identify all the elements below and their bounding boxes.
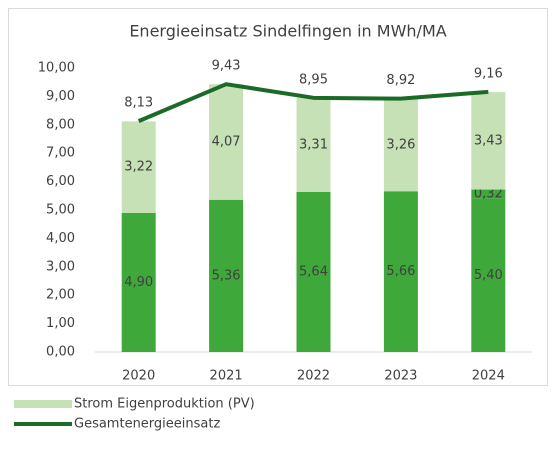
line — [137, 82, 489, 123]
legend-label: Strom Eigenproduktion (PV) — [74, 397, 255, 412]
bar-segment — [471, 189, 506, 199]
y-tick-label: 1,00 — [46, 316, 75, 331]
data-label: 3,22 — [124, 160, 153, 175]
data-label: 8,13 — [124, 96, 153, 111]
data-label: 8,92 — [386, 73, 415, 88]
y-tick-label: 0,00 — [46, 345, 75, 360]
legend-label: Gesamtenergieeinsatz — [74, 417, 220, 432]
chart-title: Energieeinsatz Sindelfingen in MWh/MA — [129, 22, 446, 41]
bar-segment — [121, 212, 156, 352]
data-label: 5,36 — [212, 268, 241, 283]
y-tick-label: 7,00 — [46, 146, 75, 161]
y-tick-label: 8,00 — [46, 117, 75, 132]
bar-segment — [209, 199, 244, 352]
y-tick-label: 2,00 — [46, 288, 75, 303]
bar-segment — [209, 84, 244, 200]
data-label: 9,43 — [212, 59, 241, 74]
bar-segment — [383, 191, 418, 352]
data-label: 3,43 — [474, 133, 503, 148]
data-label: 8,95 — [299, 72, 328, 87]
data-label: 5,64 — [299, 264, 328, 279]
data-label: 4,07 — [212, 134, 241, 149]
y-tick-label: 4,00 — [46, 231, 75, 246]
data-label: 0,32 — [474, 187, 503, 202]
y-tick-label: 9,00 — [46, 89, 75, 104]
x-tick-label: 2021 — [210, 369, 243, 384]
bar-segment — [296, 191, 331, 352]
data-label: 4,90 — [124, 275, 153, 290]
bar-segment — [471, 92, 506, 190]
data-label: 5,40 — [474, 268, 503, 283]
y-tick-label: 6,00 — [46, 174, 75, 189]
bar-segment — [471, 198, 506, 352]
legend-key — [14, 400, 72, 408]
bar-segment — [296, 97, 331, 192]
y-tick-label: 3,00 — [46, 259, 75, 274]
data-label: 3,31 — [299, 137, 328, 152]
data-label: 9,16 — [474, 66, 503, 81]
bar-segment — [121, 121, 156, 213]
x-tick-label: 2024 — [472, 369, 505, 384]
data-label: 5,66 — [386, 264, 415, 279]
bar-segment — [383, 98, 418, 192]
chart-frame — [8, 8, 548, 386]
data-label: 3,26 — [386, 137, 415, 152]
x-tick-label: 2023 — [384, 369, 417, 384]
x-tick-label: 2020 — [122, 369, 155, 384]
y-tick-label: 5,00 — [46, 203, 75, 218]
y-tick-label: 10,00 — [38, 61, 75, 76]
x-tick-label: 2022 — [297, 369, 330, 384]
